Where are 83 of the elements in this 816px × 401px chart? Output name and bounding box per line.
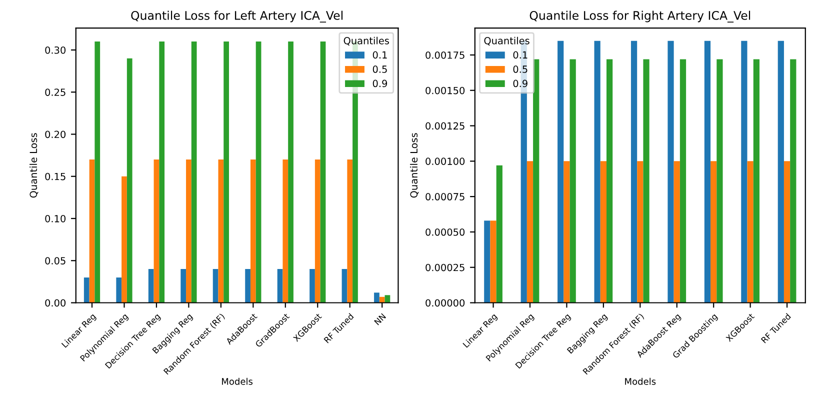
bar xyxy=(310,269,315,303)
legend-label: 0.5 xyxy=(372,66,387,73)
bar xyxy=(218,160,224,303)
bar xyxy=(747,161,754,303)
bar xyxy=(558,40,564,303)
bar xyxy=(288,42,294,303)
bar xyxy=(594,40,600,303)
bar xyxy=(159,42,165,303)
bar xyxy=(320,42,326,303)
bar xyxy=(778,40,784,303)
bar xyxy=(784,161,790,303)
x-axis-title: Models xyxy=(222,378,253,385)
y-tick-label: 0.25 xyxy=(45,88,66,96)
legend-title: Quantiles xyxy=(484,36,530,46)
bar xyxy=(704,40,711,303)
bar xyxy=(710,161,717,303)
bar xyxy=(490,220,496,303)
y-tick-label: 0.00 xyxy=(45,299,66,307)
bar xyxy=(741,40,748,303)
y-axis-title: Quantile Loss xyxy=(410,133,419,198)
bar xyxy=(374,292,380,303)
bar xyxy=(94,42,100,303)
bar xyxy=(533,59,540,303)
legend-label: 0.5 xyxy=(513,66,528,73)
bar xyxy=(753,59,760,303)
bar xyxy=(116,277,122,303)
bar xyxy=(630,40,638,303)
y-tick-label: 0.00000 xyxy=(426,299,465,307)
bar xyxy=(212,269,218,303)
y-tick-label: 0.00050 xyxy=(426,228,465,236)
y-tick-label: 0.10 xyxy=(45,214,66,222)
bar xyxy=(122,176,127,303)
legend-label: 0.9 xyxy=(513,80,528,88)
chart-title: Quantile Loss for Left Artery ICA_Vel xyxy=(131,10,342,23)
bar xyxy=(347,160,353,303)
chart-title: Quantile Loss for Right Artery ICA_Vel xyxy=(530,10,750,23)
bar xyxy=(256,42,262,303)
y-tick-label: 0.00150 xyxy=(426,86,465,94)
legend-title: Quantiles xyxy=(344,36,389,46)
y-tick-label: 0.00075 xyxy=(426,193,464,200)
bar xyxy=(154,160,160,303)
bar xyxy=(84,277,90,303)
y-tick-label: 0.00175 xyxy=(426,51,464,59)
bar xyxy=(245,269,250,303)
legend-label: 0.9 xyxy=(372,80,388,88)
bar xyxy=(600,161,606,303)
bar xyxy=(790,59,796,303)
bar xyxy=(277,269,283,303)
legend-label: 0.1 xyxy=(372,51,387,59)
bar xyxy=(180,269,186,303)
bar xyxy=(668,40,674,303)
y-tick-label: 0.00100 xyxy=(426,158,465,165)
bar xyxy=(342,269,348,303)
bar xyxy=(126,58,132,303)
y-tick-label: 0.30 xyxy=(45,46,66,54)
bar xyxy=(282,160,288,303)
bar xyxy=(643,59,650,303)
bar xyxy=(250,160,256,303)
y-tick-label: 0.15 xyxy=(45,172,66,180)
bar xyxy=(191,42,197,303)
bar xyxy=(526,161,534,303)
bar xyxy=(496,165,502,303)
y-tick-label: 0.00125 xyxy=(426,122,464,130)
bar xyxy=(484,220,490,303)
x-tick-label: NN xyxy=(374,313,386,326)
y-tick-label: 0.05 xyxy=(45,257,66,264)
bar xyxy=(637,161,644,303)
y-axis-title: Quantile Loss xyxy=(30,133,38,198)
bar xyxy=(564,161,570,303)
bar xyxy=(570,59,576,303)
bar xyxy=(89,160,95,303)
bar xyxy=(716,59,723,303)
legend-label: 0.1 xyxy=(513,51,528,59)
bar xyxy=(680,59,686,303)
x-axis-title: Models xyxy=(625,378,656,385)
bar xyxy=(186,160,192,303)
bar xyxy=(148,269,154,303)
bar xyxy=(674,161,680,303)
y-tick-label: 0.20 xyxy=(45,130,66,138)
bar xyxy=(314,160,320,303)
y-tick-label: 0.00025 xyxy=(426,264,464,272)
bar xyxy=(224,42,229,303)
bar xyxy=(606,59,613,303)
